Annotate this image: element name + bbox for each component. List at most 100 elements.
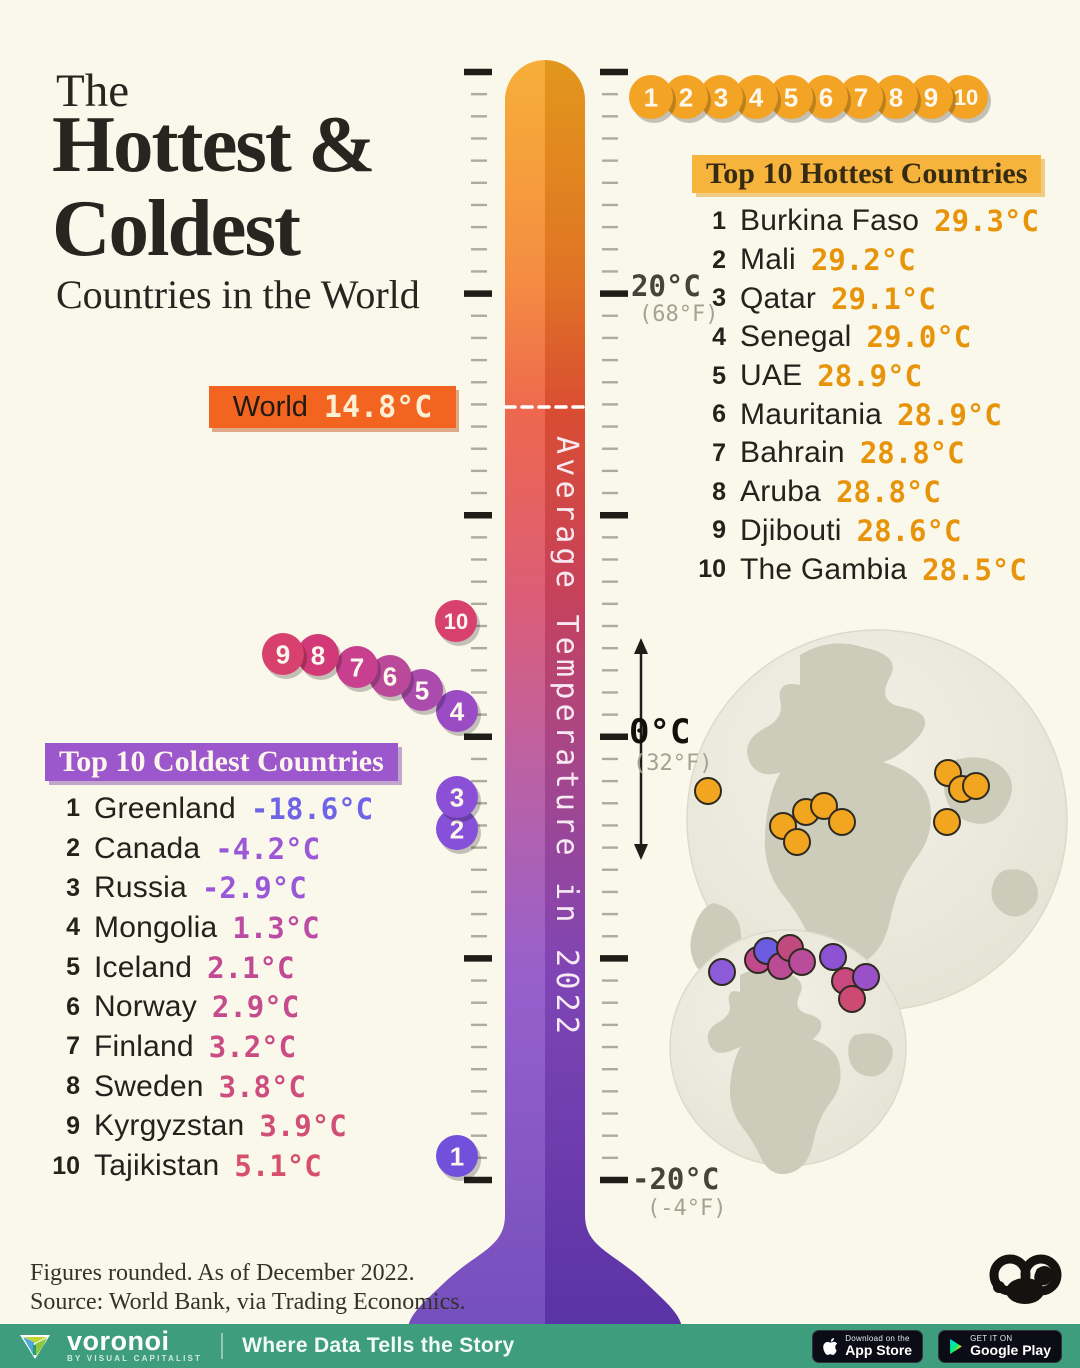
rank-number: 2 (66, 834, 80, 863)
apple-icon (823, 1337, 838, 1355)
scale-label-32f: (32°F) (633, 751, 713, 776)
cold-rank-badge: 3 (436, 776, 481, 822)
cold-rank-badge: 8 (297, 634, 342, 680)
hottest-row: 8 Aruba 28.8°C (692, 473, 1072, 512)
badge-number: 1 (644, 82, 658, 112)
badge-circle (804, 75, 848, 119)
app-store-badge[interactable]: Download on the App Store (812, 1329, 924, 1363)
badge-number: 6 (819, 82, 833, 112)
country-value: 28.8°C (859, 436, 965, 471)
scale-label-68f: (68°F) (639, 302, 719, 327)
badge-circle (436, 690, 478, 732)
rank-number: 1 (712, 206, 726, 235)
voronoi-logo-icon (20, 1335, 50, 1359)
title-hottest: Hottest & (52, 99, 376, 189)
hottest-row: 9 Djibouti 28.6°C (692, 512, 1072, 551)
coldest-list: 1 Greenland -18.6°C 2 Canada -4.2°C 3 Russia -2.… (46, 789, 456, 1186)
badge-circle (436, 776, 478, 818)
coldest-row: 4 Mongolia 1.3°C (46, 908, 456, 948)
badge-circle (336, 646, 378, 688)
footer-divider (221, 1333, 224, 1359)
cold-rank-badge: 7 (336, 646, 381, 692)
badge-circle (436, 808, 478, 850)
badge-circle (909, 75, 953, 119)
badge-circle (401, 669, 443, 711)
hot-rank-badge: 10 (944, 75, 991, 123)
country-name: Qatar (740, 281, 817, 315)
badge-number: 3 (714, 82, 728, 112)
hot-rank-badge: 4 (734, 75, 781, 123)
badge-number: 9 (924, 82, 938, 112)
badge-number: 5 (784, 82, 798, 112)
badge-circle (629, 75, 673, 119)
coldest-row: 7 Finland 3.2°C (46, 1027, 456, 1067)
world-average-badge: World 14.8°C (209, 386, 456, 428)
rank-number: 10 (698, 555, 726, 584)
country-name: Mauritania (740, 397, 883, 431)
footnote-line2: Source: World Bank, via Trading Economic… (30, 1289, 466, 1315)
hottest-header-label: Top 10 Hottest Countries (706, 157, 1028, 190)
google-play-badge[interactable]: GET IT ON Google Play (938, 1329, 1062, 1363)
badge-number: 8 (311, 640, 325, 670)
country-value: 29.0°C (866, 320, 972, 355)
country-value: 1.3°C (232, 910, 320, 945)
badge-circle (944, 75, 988, 119)
badge-number: 4 (749, 82, 764, 112)
rank-number: 8 (712, 477, 726, 506)
country-name: Mali (740, 243, 796, 277)
goggles-mascot-icon (989, 1254, 1062, 1304)
brand-subtitle: BY VISUAL CAPITALIST (67, 1354, 203, 1363)
footnote-line1: Figures rounded. As of December 2022. (30, 1260, 415, 1286)
country-name: The Gambia (740, 552, 908, 586)
country-name: Aruba (740, 475, 822, 509)
rank-number: 5 (712, 361, 726, 390)
country-value: 29.2°C (810, 243, 916, 278)
country-value: -2.9°C (201, 871, 307, 906)
country-map-markers (694, 759, 990, 1013)
rank-number: 4 (712, 322, 726, 351)
scale-label-minus20c: -20°C (632, 1162, 720, 1196)
country-name: Greenland (94, 791, 236, 825)
badge-number: 2 (450, 814, 464, 844)
coldest-row: 2 Canada -4.2°C (46, 829, 456, 869)
hottest-row: 10 The Gambia 28.5°C (692, 550, 1072, 589)
badge-circle (734, 75, 778, 119)
badge-number: 7 (350, 652, 364, 682)
zero-range-arrow-icon (634, 638, 648, 860)
badge-number: 8 (889, 82, 903, 112)
hottest-row: 6 Mauritania 28.9°C (692, 395, 1072, 434)
rank-number: 4 (66, 913, 80, 942)
rank-number: 9 (712, 516, 726, 545)
badge-circle (262, 633, 304, 675)
coldest-row: 3 Russia -2.9°C (46, 868, 456, 908)
scale-label-minus4f: (-4°F) (647, 1196, 727, 1221)
rank-number: 5 (66, 953, 80, 982)
country-value: 28.9°C (897, 397, 1002, 432)
hot-rank-badge: 5 (769, 75, 816, 123)
badge-circle (436, 1135, 478, 1177)
coldest-row: 10 Tajikistan 5.1°C (46, 1146, 456, 1186)
country-name: Sweden (94, 1069, 204, 1103)
gplay-label: Google Play (970, 1342, 1051, 1358)
hot-rank-badge: 1 (629, 75, 676, 123)
hot-country-dot (828, 808, 856, 836)
hottest-row: 1 Burkina Faso 29.3°C (692, 202, 1072, 241)
thermometer-tube-shading (408, 60, 682, 1327)
hot-rank-badge: 9 (909, 75, 956, 123)
brand-block: voronoi BY VISUAL CAPITALIST (67, 1326, 203, 1364)
hot-country-dot (783, 828, 811, 856)
country-name: UAE (740, 359, 803, 393)
appstore-label: App Store (845, 1342, 913, 1358)
badge-number: 10 (954, 85, 978, 110)
rank-number: 7 (66, 1032, 80, 1061)
badge-number: 6 (383, 661, 397, 691)
cold-rank-badge: 5 (401, 669, 446, 715)
coldest-row: 1 Greenland -18.6°C (46, 789, 456, 829)
country-name: Norway (94, 990, 197, 1024)
badge-number: 4 (450, 696, 465, 726)
badge-circle (297, 634, 339, 676)
country-value: 29.1°C (831, 281, 936, 316)
brand-name: voronoi (67, 1326, 170, 1356)
